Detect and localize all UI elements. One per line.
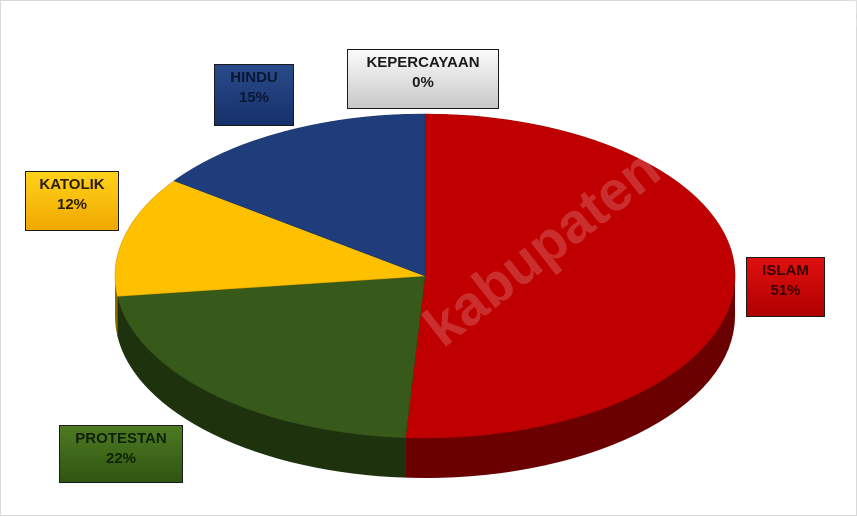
label-kepercayaan: KEPERCAYAAN 0% <box>347 49 499 109</box>
label-protestan-name: PROTESTAN <box>66 429 176 449</box>
label-katolik-name: KATOLIK <box>32 175 112 195</box>
label-islam-value: 51% <box>753 281 818 301</box>
label-islam: ISLAM 51% <box>746 257 825 317</box>
label-katolik-value: 12% <box>32 195 112 215</box>
label-protestan-value: 22% <box>66 449 176 469</box>
label-kepercayaan-value: 0% <box>354 73 492 93</box>
label-protestan: PROTESTAN 22% <box>59 425 183 483</box>
pie-slice-protestan <box>117 276 425 438</box>
label-katolik: KATOLIK 12% <box>25 171 119 231</box>
label-hindu: HINDU 15% <box>214 64 294 126</box>
label-hindu-name: HINDU <box>221 68 287 88</box>
label-kepercayaan-name: KEPERCAYAAN <box>354 53 492 73</box>
label-islam-name: ISLAM <box>753 261 818 281</box>
label-hindu-value: 15% <box>221 88 287 108</box>
